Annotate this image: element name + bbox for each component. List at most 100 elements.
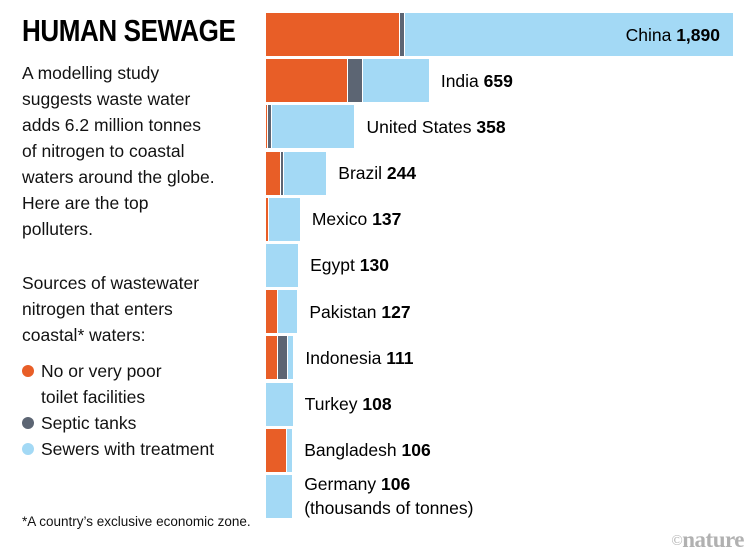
chart-row: Mexico 137	[266, 197, 733, 241]
bar-segment-sewers-with-treatment	[266, 474, 293, 518]
bar-label: United States 358	[366, 115, 505, 139]
bar-segment-septic-tanks	[268, 105, 271, 149]
stacked-bar	[266, 59, 429, 103]
bar-segment-septic-tanks	[347, 59, 363, 103]
bar-segment-sewers-with-treatment	[277, 290, 298, 334]
country-value: 244	[386, 163, 417, 184]
country-value: 111	[386, 347, 414, 368]
country-value: 358	[476, 116, 506, 137]
country-name: Brazil	[338, 163, 387, 184]
bar-label: Indonesia 111	[305, 346, 413, 370]
bar-label: Germany 106 (thousands of tonnes)	[304, 472, 473, 520]
bar-label: China 1,890	[626, 23, 720, 47]
country-value: 130	[359, 255, 389, 276]
intro-text: A modelling study suggests waste water a…	[22, 63, 215, 239]
bar-segment-sewers-with-treatment	[404, 13, 733, 56]
bar-label: India 659	[441, 69, 513, 93]
chart-row: Turkey 108	[266, 382, 733, 426]
bar-segment-sewers-with-treatment	[266, 243, 299, 287]
stacked-bar	[266, 243, 299, 287]
chart-row: China 1,890	[266, 13, 733, 56]
bar-segment-septic-tanks	[281, 151, 284, 195]
country-value: 659	[483, 70, 513, 91]
unit-note: (thousands of tonnes)	[304, 498, 474, 519]
legend-item: Sewers with treatment	[22, 436, 260, 462]
footnote: *A country’s exclusive economic zone.	[22, 514, 251, 529]
bar-chart: China 1,890 India 659 United States 358 …	[266, 13, 733, 521]
chart-row: Indonesia 111	[266, 336, 733, 380]
country-name: Egypt	[310, 255, 360, 276]
country-value: 1,890	[676, 24, 720, 45]
copyright-icon: ©	[671, 533, 683, 549]
country-value: 108	[362, 394, 392, 414]
stacked-bar	[266, 290, 298, 334]
legend-dot-icon	[22, 365, 34, 377]
bar-segment-no-toilet-facilities	[266, 105, 268, 149]
country-name: Germany	[304, 474, 382, 495]
bar-segment-sewers-with-treatment	[268, 197, 300, 241]
bar-label: Egypt 130	[310, 253, 389, 277]
stacked-bar	[266, 13, 733, 56]
bar-label: Mexico 137	[312, 207, 402, 231]
bar-label: Pakistan 127	[309, 300, 410, 324]
legend-item: No or very poor toilet facilities	[22, 358, 260, 410]
stacked-bar	[266, 428, 293, 472]
stacked-bar	[266, 197, 300, 241]
legend-item: Septic tanks	[22, 410, 260, 436]
stacked-bar	[266, 151, 327, 195]
bar-segment-sewers-with-treatment	[284, 151, 327, 195]
nature-watermark: ©nature	[671, 527, 744, 553]
country-name: China	[625, 24, 677, 45]
country-name: Indonesia	[305, 347, 387, 368]
country-name: Mexico	[311, 209, 373, 230]
page-title: HUMAN SEWAGE	[22, 13, 236, 48]
legend-item-label: No or very poor toilet facilities	[41, 361, 162, 407]
chart-row: Pakistan 127	[266, 290, 733, 334]
legend-item-label: Sewers with treatment	[41, 439, 215, 459]
legend: No or very poor toilet facilities Septic…	[22, 358, 260, 462]
bar-segment-no-toilet-facilities	[266, 197, 268, 241]
country-name: United States	[366, 116, 477, 137]
country-name: Bangladesh	[304, 440, 402, 461]
bar-segment-no-toilet-facilities	[266, 428, 287, 472]
legend-dot-icon	[22, 443, 34, 455]
bar-segment-no-toilet-facilities	[266, 59, 347, 103]
bar-segment-septic-tanks	[399, 13, 404, 56]
country-value: 106	[401, 440, 431, 461]
stacked-bar	[266, 336, 294, 380]
country-name: Turkey	[304, 394, 363, 414]
chart-row: United States 358	[266, 105, 733, 149]
country-value: 137	[372, 209, 402, 230]
legend-item-label: Septic tanks	[41, 413, 137, 433]
chart-row: Egypt 130	[266, 243, 733, 287]
bar-segment-no-toilet-facilities	[266, 290, 277, 334]
stacked-bar	[266, 105, 355, 149]
left-panel: HUMAN SEWAGE A modelling study suggests …	[22, 10, 260, 462]
bar-segment-sewers-with-treatment	[266, 382, 293, 426]
bar-segment-sewers-with-treatment	[287, 428, 293, 472]
stacked-bar	[266, 382, 293, 426]
brand-name: nature	[682, 527, 744, 552]
bar-segment-sewers-with-treatment	[271, 105, 355, 149]
country-name: Pakistan	[309, 301, 382, 322]
chart-row: Bangladesh 106	[266, 428, 733, 472]
bar-segment-sewers-with-treatment	[288, 336, 294, 380]
country-name: India	[440, 70, 484, 91]
chart-row: Germany 106 (thousands of tonnes)	[266, 472, 733, 520]
bar-segment-septic-tanks	[278, 336, 288, 380]
bar-label: Turkey 108	[305, 392, 392, 416]
chart-row: Brazil 244	[266, 151, 733, 195]
bar-segment-no-toilet-facilities	[266, 13, 399, 56]
bar-segment-no-toilet-facilities	[266, 151, 281, 195]
bar-segment-sewers-with-treatment	[363, 59, 429, 103]
bar-label: Bangladesh 106	[304, 438, 431, 462]
legend-intro-text: Sources of wastewater nitrogen that ente…	[22, 273, 200, 345]
country-value: 106	[381, 474, 411, 495]
legend-dot-icon	[22, 417, 34, 429]
stacked-bar	[266, 474, 293, 518]
bar-segment-no-toilet-facilities	[266, 336, 277, 380]
country-value: 127	[381, 301, 411, 322]
bar-label: Brazil 244	[338, 161, 416, 185]
chart-row: India 659	[266, 59, 733, 103]
